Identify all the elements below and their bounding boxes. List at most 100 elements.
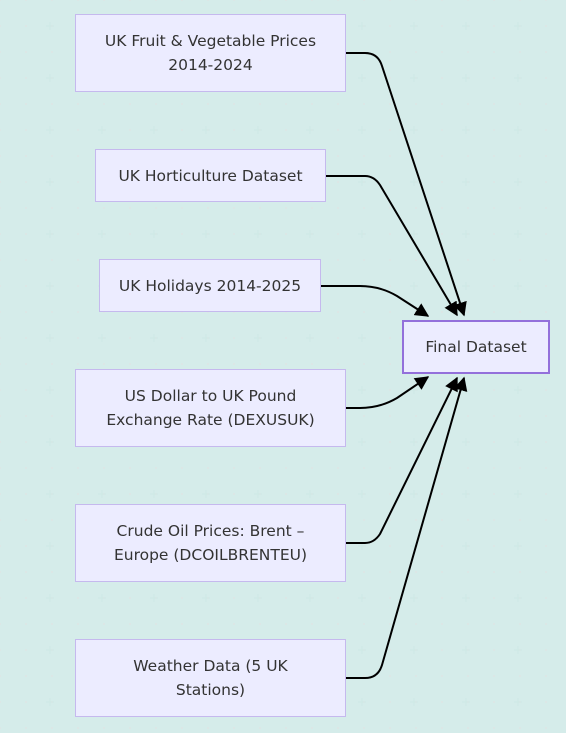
grid-plus-mark xyxy=(202,594,210,602)
grid-plus-mark xyxy=(254,490,262,498)
node-weather-data-label: Weather Data (5 UK Stations) xyxy=(133,657,288,699)
grid-plus-mark xyxy=(254,230,262,238)
grid-plus-mark xyxy=(46,282,54,290)
grid-plus-mark xyxy=(514,438,522,446)
grid-plus-mark xyxy=(462,542,470,550)
edge-horticulture-to-final xyxy=(326,175,458,317)
grid-plus-mark xyxy=(358,230,366,238)
grid-plus-mark xyxy=(150,490,158,498)
grid-plus-mark xyxy=(462,594,470,602)
node-uk-holidays-label: UK Holidays 2014-2025 xyxy=(118,276,302,295)
node-fruit-vegetable-prices: UK Fruit & Vegetable Prices 2014-2024 xyxy=(75,14,346,92)
edge-oil-to-final xyxy=(345,376,458,544)
grid-plus-mark xyxy=(306,126,314,134)
grid-plus-mark xyxy=(202,490,210,498)
grid-plus-mark xyxy=(410,698,418,706)
grid-plus-mark xyxy=(410,178,418,186)
grid-plus-mark xyxy=(514,490,522,498)
edge-fruit-to-final xyxy=(345,52,467,317)
edge-exchange-to-final xyxy=(345,376,430,409)
grid-plus-mark xyxy=(98,334,106,342)
node-horticulture-dataset: UK Horticulture Dataset xyxy=(95,149,326,202)
grid-plus-mark xyxy=(150,126,158,134)
grid-plus-mark xyxy=(46,698,54,706)
grid-plus-mark xyxy=(202,126,210,134)
grid-plus-mark xyxy=(98,490,106,498)
grid-plus-mark xyxy=(358,126,366,134)
grid-plus-mark xyxy=(462,646,470,654)
grid-plus-mark xyxy=(46,334,54,342)
node-final-dataset-label: Final Dataset xyxy=(425,338,527,356)
grid-plus-mark xyxy=(46,386,54,394)
grid-plus-mark xyxy=(462,74,470,82)
grid-plus-mark xyxy=(358,594,366,602)
grid-plus-mark xyxy=(98,230,106,238)
grid-plus-mark xyxy=(410,594,418,602)
grid-plus-mark xyxy=(358,386,366,394)
grid-plus-mark xyxy=(46,542,54,550)
grid-plus-mark xyxy=(358,438,366,446)
grid-plus-mark xyxy=(306,594,314,602)
grid-plus-mark xyxy=(514,126,522,134)
grid-plus-mark xyxy=(462,490,470,498)
grid-plus-mark xyxy=(410,126,418,134)
grid-plus-mark xyxy=(514,594,522,602)
grid-plus-mark xyxy=(46,438,54,446)
grid-plus-mark xyxy=(462,178,470,186)
grid-plus-mark xyxy=(254,594,262,602)
grid-plus-mark xyxy=(410,490,418,498)
grid-plus-mark xyxy=(150,334,158,342)
edge-holidays-to-final xyxy=(321,285,430,317)
grid-plus-mark xyxy=(462,126,470,134)
grid-plus-mark xyxy=(514,542,522,550)
grid-plus-mark xyxy=(358,74,366,82)
grid-plus-mark xyxy=(410,282,418,290)
grid-plus-mark xyxy=(358,22,366,30)
grid-plus-mark xyxy=(150,594,158,602)
grid-plus-mark xyxy=(46,490,54,498)
grid-plus-mark xyxy=(514,22,522,30)
grid-plus-mark xyxy=(462,22,470,30)
grid-plus-mark xyxy=(514,698,522,706)
node-uk-holidays: UK Holidays 2014-2025 xyxy=(99,259,321,312)
grid-plus-mark xyxy=(410,646,418,654)
grid-plus-mark xyxy=(254,126,262,134)
node-exchange-rate-label: US Dollar to UK Pound Exchange Rate (DEX… xyxy=(106,387,315,429)
grid-plus-mark xyxy=(358,698,366,706)
grid-plus-mark xyxy=(462,282,470,290)
grid-plus-mark xyxy=(410,438,418,446)
grid-plus-mark xyxy=(306,490,314,498)
grid-plus-mark xyxy=(514,178,522,186)
grid-plus-mark xyxy=(98,126,106,134)
node-exchange-rate: US Dollar to UK Pound Exchange Rate (DEX… xyxy=(75,369,346,447)
grid-plus-mark xyxy=(46,178,54,186)
node-final-dataset: Final Dataset xyxy=(402,320,550,374)
grid-plus-mark xyxy=(46,230,54,238)
grid-plus-mark xyxy=(410,22,418,30)
grid-plus-mark xyxy=(514,230,522,238)
grid-plus-mark xyxy=(254,334,262,342)
node-weather-data: Weather Data (5 UK Stations) xyxy=(75,639,346,717)
grid-plus-mark xyxy=(98,594,106,602)
grid-plus-mark xyxy=(46,22,54,30)
grid-plus-mark xyxy=(410,230,418,238)
grid-plus-mark xyxy=(410,74,418,82)
grid-plus-mark xyxy=(358,178,366,186)
grid-plus-mark xyxy=(462,698,470,706)
grid-plus-mark xyxy=(462,230,470,238)
node-crude-oil-prices: Crude Oil Prices: Brent – Europe (DCOILB… xyxy=(75,504,346,582)
grid-plus-mark xyxy=(514,282,522,290)
grid-plus-mark xyxy=(514,386,522,394)
grid-plus-mark xyxy=(46,594,54,602)
grid-plus-mark xyxy=(358,646,366,654)
grid-plus-mark xyxy=(306,230,314,238)
grid-plus-mark xyxy=(46,74,54,82)
grid-plus-mark xyxy=(462,438,470,446)
node-fruit-vegetable-prices-label: UK Fruit & Vegetable Prices 2014-2024 xyxy=(104,32,317,74)
node-crude-oil-prices-label: Crude Oil Prices: Brent – Europe (DCOILB… xyxy=(113,522,308,564)
grid-plus-mark xyxy=(358,490,366,498)
grid-plus-mark xyxy=(306,334,314,342)
edge-weather-to-final xyxy=(345,376,468,679)
